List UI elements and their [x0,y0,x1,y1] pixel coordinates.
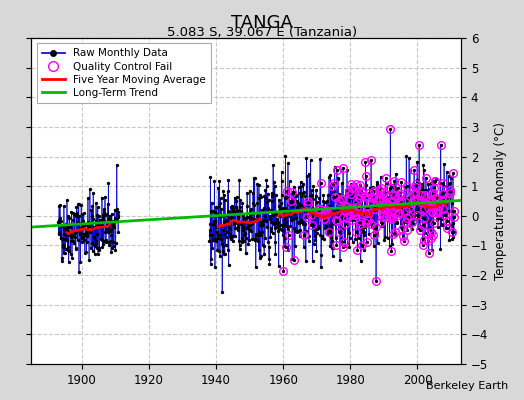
Legend: Raw Monthly Data, Quality Control Fail, Five Year Moving Average, Long-Term Tren: Raw Monthly Data, Quality Control Fail, … [37,43,211,103]
Text: Berkeley Earth: Berkeley Earth [426,381,508,391]
Text: TANGA: TANGA [231,14,293,32]
Text: 5.083 S, 39.067 E (Tanzania): 5.083 S, 39.067 E (Tanzania) [167,26,357,39]
Y-axis label: Temperature Anomaly (°C): Temperature Anomaly (°C) [494,122,507,280]
